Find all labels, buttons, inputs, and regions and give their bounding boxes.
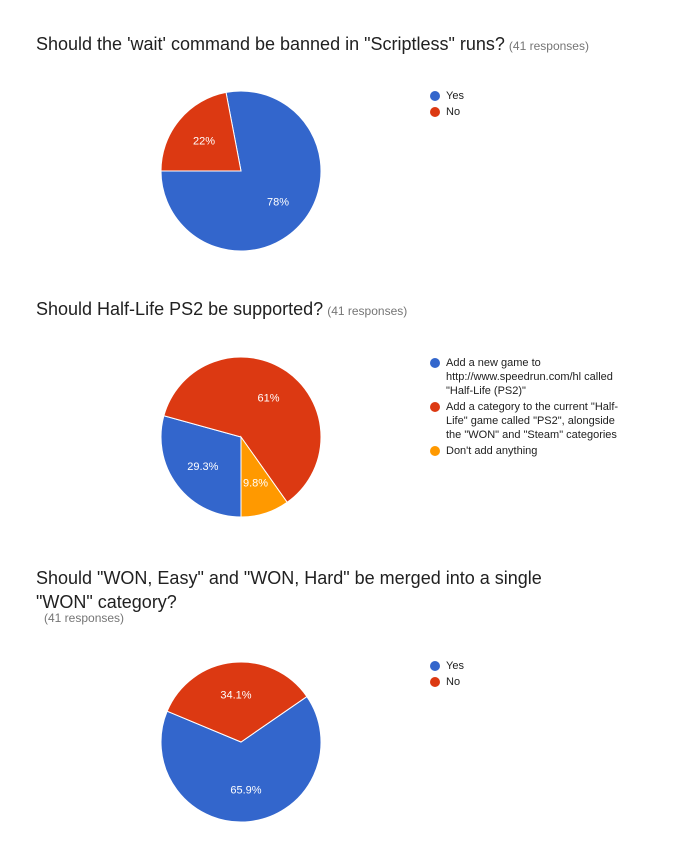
legend-item: No — [430, 105, 630, 119]
pie-slice — [240, 435, 288, 518]
question-title-text: Should Half-Life PS2 be supported? — [36, 299, 324, 319]
pie-slice — [160, 695, 322, 823]
pie-slice — [163, 356, 322, 504]
legend-dot-icon — [430, 677, 440, 687]
legend-label: No — [446, 106, 461, 118]
legend-2: Add a new game to http://www.speedrun.co… — [430, 356, 630, 460]
question-title-3: Should "WON, Easy" and "WON, Hard" be me… — [36, 566, 596, 614]
legend-dot-icon — [430, 446, 440, 456]
legend-dot-icon — [430, 91, 440, 101]
legend-item: Don't add anything — [430, 444, 630, 458]
pie-slice — [166, 661, 308, 743]
legend-dot-icon — [430, 358, 440, 368]
response-count: (41 responses) — [327, 304, 408, 318]
pie-slice-label: 65.9% — [230, 785, 261, 797]
legend-1: Yes No — [430, 89, 630, 121]
legend-label: No — [446, 676, 461, 688]
pie-slice — [160, 91, 242, 172]
pie-slice-label: 22% — [193, 135, 215, 147]
legend-item: Yes — [430, 659, 630, 673]
pie-slice-label: 61% — [258, 393, 280, 405]
pie-slice-label: 78% — [267, 197, 289, 209]
legend-label: Add a new game to http://www.speedrun.co… — [446, 357, 613, 397]
legend-label: Add a category to the current "Half-Life… — [446, 401, 619, 441]
legend-dot-icon — [430, 402, 440, 412]
question-title-2: Should Half-Life PS2 be supported? (41 re… — [36, 297, 636, 323]
legend-label: Don't add anything — [446, 445, 538, 457]
legend-dot-icon — [430, 661, 440, 671]
pie-slice-label: 29.3% — [187, 461, 218, 473]
legend-3: Yes No — [430, 659, 630, 691]
legend-item: Yes — [430, 89, 630, 103]
pie-slice-label: 9.8% — [243, 478, 268, 490]
legend-item: No — [430, 675, 630, 689]
question-title-text: Should the 'wait' command be banned in "… — [36, 34, 505, 54]
pie-slice-label: 34.1% — [220, 689, 251, 701]
legend-label: Yes — [446, 660, 464, 672]
response-count: (41 responses) — [508, 39, 589, 53]
legend-label: Yes — [446, 90, 464, 102]
response-count: (41 responses) — [44, 611, 125, 625]
legend-item: Add a category to the current "Half-Life… — [430, 400, 630, 442]
pie-slice — [160, 415, 242, 518]
question-title-text: Should "WON, Easy" and "WON, Hard" be me… — [36, 568, 542, 612]
legend-dot-icon — [430, 107, 440, 117]
question-title-1: Should the 'wait' command be banned in "… — [36, 32, 636, 58]
legend-item: Add a new game to http://www.speedrun.co… — [430, 356, 630, 398]
